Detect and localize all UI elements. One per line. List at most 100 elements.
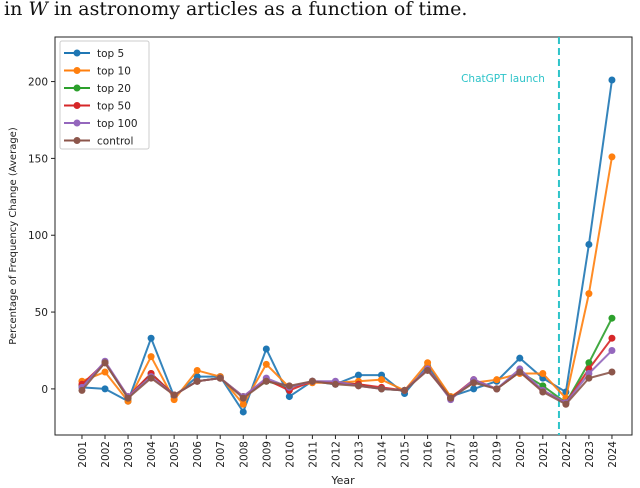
y-tick-label: 200 — [28, 77, 48, 89]
x-tick-label: 2007 — [215, 441, 227, 468]
figure-caption: in W in astronomy articles as a function… — [4, 0, 467, 20]
plot-frame — [54, 36, 633, 436]
data-point — [585, 359, 593, 367]
legend-label: top 20 — [97, 83, 131, 95]
legend-marker — [73, 119, 81, 127]
x-tick-label: 2010 — [284, 441, 296, 468]
legend-marker — [73, 84, 81, 92]
data-point — [101, 368, 109, 376]
legend-label: top 5 — [97, 48, 124, 60]
legend-item: control — [64, 136, 133, 148]
data-point — [216, 374, 224, 382]
legend-item: top 100 — [64, 118, 138, 130]
legend-marker — [73, 102, 81, 109]
data-point — [539, 370, 547, 378]
x-tick-label: 2020 — [515, 441, 527, 468]
legend-marker — [73, 49, 81, 57]
data-point — [78, 386, 86, 394]
data-point — [285, 382, 293, 390]
caption-variable: W — [28, 0, 48, 20]
data-point — [470, 385, 478, 393]
y-axis-label: Percentage of Frequency Change (Average) — [8, 127, 19, 345]
caption-suffix: in astronomy articles as a function of t… — [47, 0, 468, 20]
legend-item: top 20 — [64, 83, 131, 95]
x-tick-label: 2023 — [584, 441, 596, 468]
data-point — [401, 386, 409, 394]
data-point — [193, 377, 201, 385]
legend-label: top 100 — [97, 118, 138, 130]
data-point — [239, 394, 247, 402]
x-tick-label: 2012 — [330, 441, 342, 468]
x-tick-label: 2016 — [423, 441, 435, 468]
x-tick-label: 2013 — [353, 441, 365, 468]
data-point — [470, 379, 478, 387]
data-point — [193, 366, 201, 374]
series-line — [81, 361, 613, 406]
data-point — [239, 408, 247, 416]
data-point — [447, 394, 455, 402]
data-point — [354, 382, 362, 390]
x-tick-label: 2003 — [123, 441, 135, 468]
data-point — [608, 368, 616, 376]
data-point — [424, 359, 432, 367]
series-top-5 — [78, 76, 616, 416]
x-tick-label: 2022 — [561, 441, 573, 468]
x-tick-label: 2024 — [607, 441, 619, 468]
x-tick-label: 2014 — [377, 441, 389, 468]
x-tick-label: 2017 — [446, 441, 458, 468]
x-tick-label: 2021 — [538, 441, 550, 468]
data-point — [608, 334, 616, 342]
data-point — [124, 394, 132, 402]
data-point — [539, 388, 547, 396]
data-point — [262, 345, 270, 353]
data-point — [308, 377, 316, 385]
series-top-10 — [78, 153, 616, 408]
x-tick-label: 2015 — [400, 441, 412, 468]
data-point — [378, 385, 386, 393]
x-tick-label: 2011 — [307, 441, 319, 468]
data-point — [285, 393, 293, 401]
legend-item: top 10 — [64, 66, 131, 78]
x-tick-label: 2019 — [492, 441, 504, 468]
data-point — [101, 359, 109, 367]
data-point — [147, 374, 155, 382]
x-tick-label: 2006 — [192, 441, 204, 468]
data-point — [354, 371, 362, 379]
legend-item: top 50 — [64, 101, 131, 113]
data-point — [585, 240, 593, 248]
data-point — [378, 376, 386, 384]
data-point — [585, 290, 593, 298]
data-point — [424, 366, 432, 374]
legend-label: control — [97, 136, 133, 148]
legend-marker — [73, 137, 81, 144]
legend-item: top 5 — [64, 48, 124, 60]
y-tick-label: 0 — [41, 384, 48, 396]
x-tick-label: 2002 — [100, 441, 112, 468]
x-axis-label: Year — [330, 474, 355, 487]
y-tick-label: 50 — [35, 307, 48, 319]
x-tick-label: 2004 — [146, 441, 158, 468]
data-point — [101, 385, 109, 393]
series-line — [81, 79, 613, 415]
data-point — [608, 346, 616, 354]
legend-label: top 50 — [97, 101, 131, 113]
x-tick-label: 2001 — [77, 441, 89, 468]
data-point — [147, 353, 155, 361]
data-point — [585, 374, 593, 382]
legend-label: top 10 — [97, 66, 131, 78]
data-point — [493, 385, 501, 393]
data-point — [608, 76, 616, 84]
data-point — [516, 368, 524, 376]
data-point — [262, 360, 270, 368]
data-point — [331, 380, 339, 388]
data-point — [608, 153, 616, 161]
data-point — [516, 354, 524, 362]
data-point — [170, 391, 178, 399]
legend-marker — [73, 67, 81, 74]
x-tick-label: 2009 — [261, 441, 273, 468]
y-tick-label: 100 — [28, 230, 48, 242]
data-point — [239, 400, 247, 408]
data-point — [608, 314, 616, 322]
x-tick-label: 2008 — [238, 441, 250, 468]
